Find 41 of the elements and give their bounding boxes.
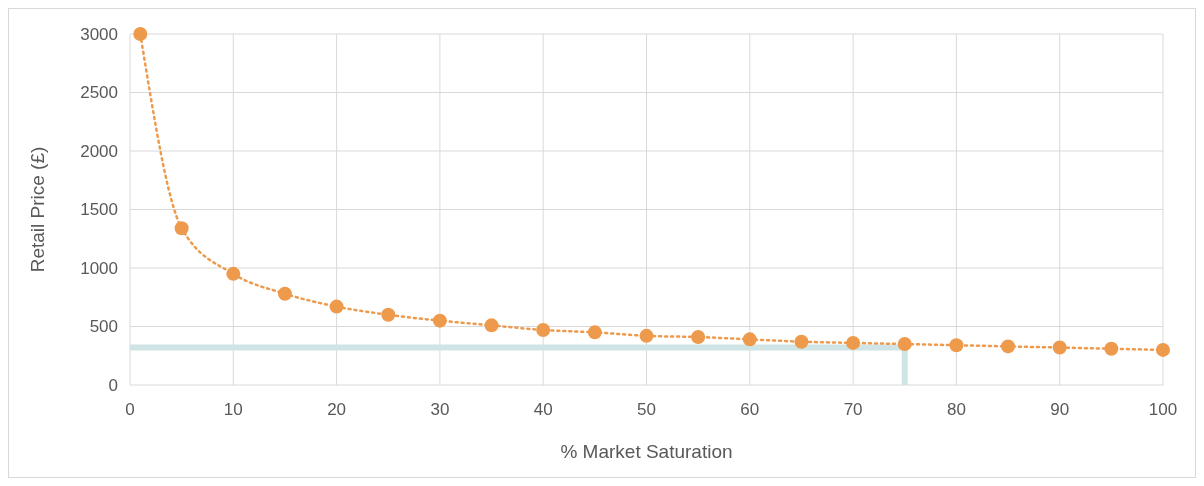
x-tick-label: 60 bbox=[740, 400, 760, 419]
point bbox=[742, 332, 757, 347]
point bbox=[1156, 342, 1170, 357]
x-tick-label: 50 bbox=[637, 400, 656, 419]
point bbox=[277, 286, 292, 301]
x-axis-title: % Market Saturation bbox=[560, 441, 733, 462]
y-tick-label: 500 bbox=[89, 317, 118, 337]
point bbox=[846, 335, 861, 350]
point bbox=[639, 328, 654, 343]
point bbox=[536, 323, 551, 338]
y-axis-title: Retail Price (£) bbox=[27, 146, 48, 273]
point bbox=[1001, 339, 1016, 354]
x-tick-label: 90 bbox=[1050, 400, 1070, 419]
x-tick-label: 0 bbox=[125, 400, 135, 419]
x-tick-label: 100 bbox=[1148, 400, 1178, 419]
point bbox=[329, 299, 344, 314]
y-tick-label: 2500 bbox=[80, 83, 118, 103]
y-tick-label: 1000 bbox=[80, 258, 118, 278]
point bbox=[897, 337, 912, 352]
x-tick-label: 10 bbox=[223, 400, 243, 419]
x-tick-label: 30 bbox=[430, 400, 450, 419]
y-tick-label: 2000 bbox=[80, 141, 118, 161]
point bbox=[133, 27, 148, 41]
y-tick-label: 3000 bbox=[80, 24, 118, 44]
point bbox=[174, 221, 189, 236]
x-tick-label: 80 bbox=[946, 400, 966, 419]
y-tick-label: 1500 bbox=[80, 200, 118, 220]
point bbox=[432, 313, 447, 328]
point bbox=[587, 325, 602, 340]
x-tick-label: 40 bbox=[533, 400, 553, 419]
y-tick-label: 0 bbox=[108, 375, 118, 395]
x-tick-label: 70 bbox=[843, 400, 863, 419]
point bbox=[691, 330, 706, 345]
point bbox=[226, 266, 241, 281]
point bbox=[949, 338, 964, 353]
point bbox=[1052, 340, 1067, 355]
point bbox=[381, 307, 396, 322]
point bbox=[1104, 341, 1119, 356]
point bbox=[484, 318, 499, 333]
point bbox=[794, 334, 809, 349]
x-tick-label: 20 bbox=[327, 400, 347, 419]
